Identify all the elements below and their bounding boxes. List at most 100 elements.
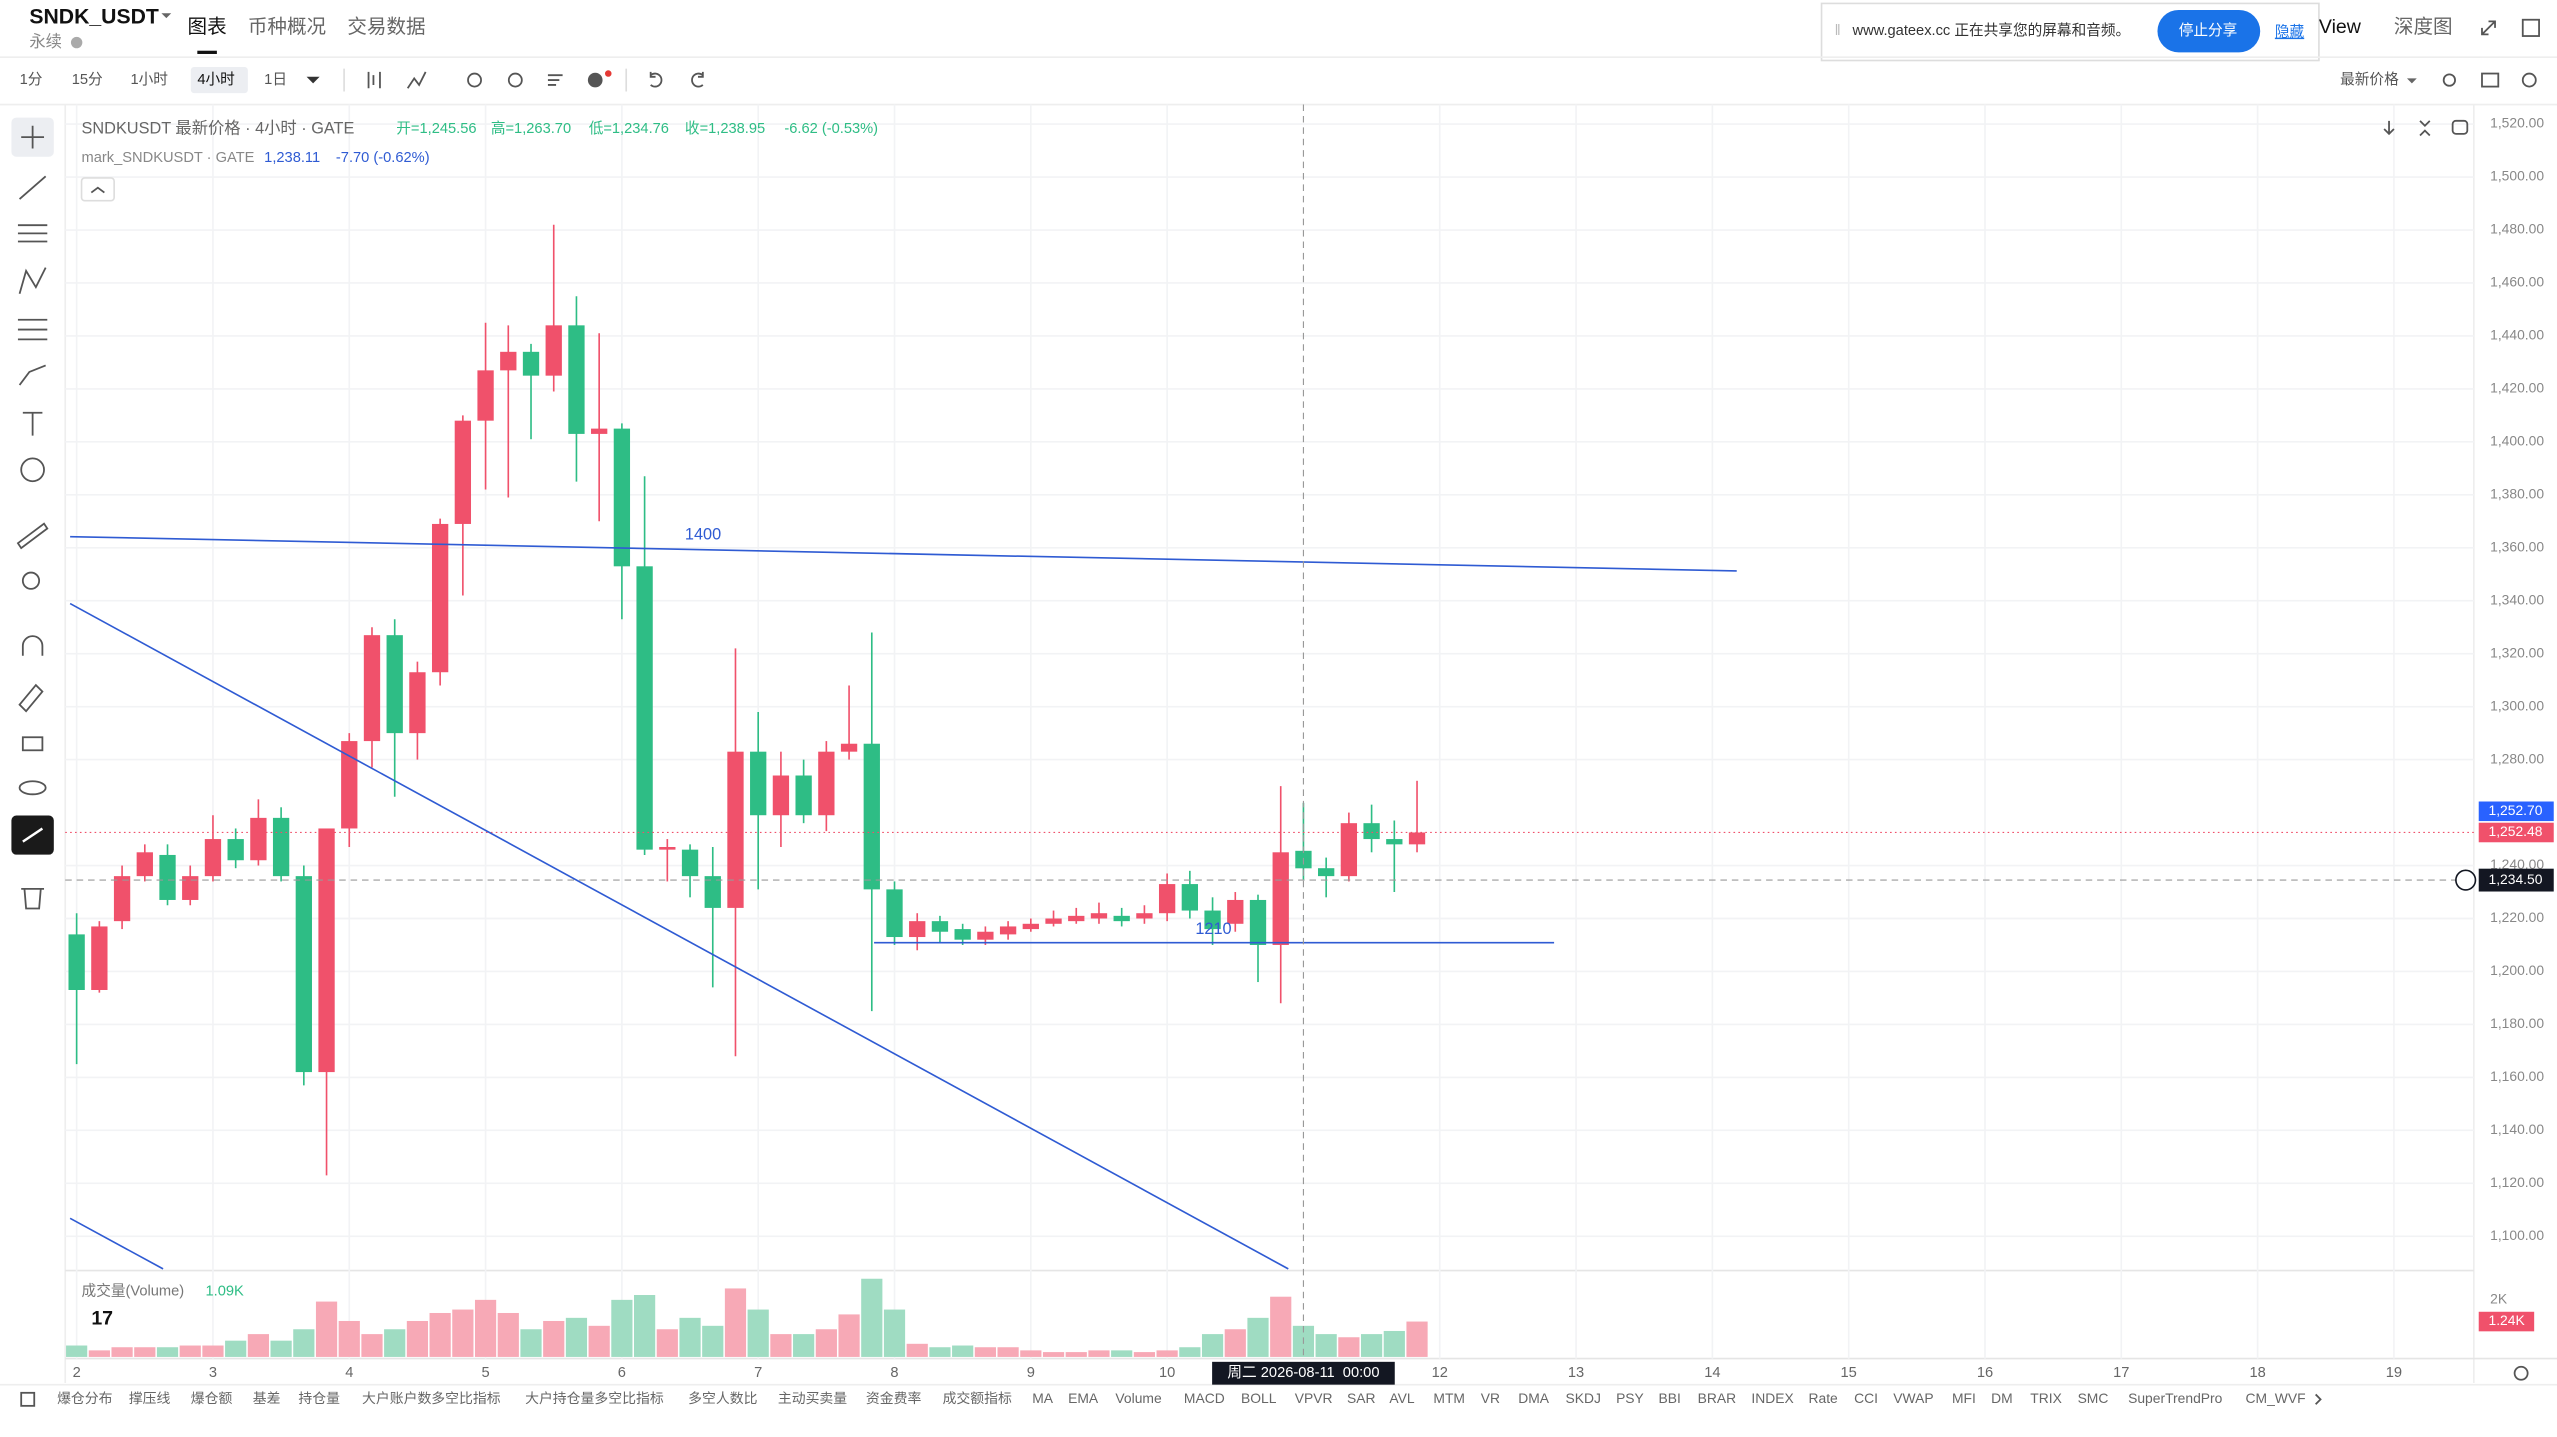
candle-type-icon[interactable] (367, 71, 381, 89)
indicator[interactable]: MFI (1952, 1390, 1976, 1406)
lock-draw-tool[interactable] (18, 683, 44, 713)
x-tick-label: 6 (618, 1365, 626, 1381)
crosshair-tool[interactable] (21, 125, 45, 149)
tab[interactable]: 交易数据 (347, 16, 425, 38)
indicator[interactable]: 爆仓分布 (57, 1390, 113, 1406)
indicator[interactable]: EMA (1068, 1390, 1099, 1406)
indicator[interactable]: MA (1032, 1390, 1054, 1406)
price-type[interactable]: 最新价格 (2340, 71, 2399, 88)
interval[interactable]: 4小时 (197, 71, 235, 88)
expand-icon[interactable] (2481, 20, 2496, 36)
indicator[interactable]: SAR (1347, 1390, 1376, 1406)
interval[interactable]: 1分 (20, 71, 43, 88)
interval[interactable]: 1小时 (130, 71, 168, 88)
indicator[interactable]: TRIX (2030, 1390, 2062, 1406)
template-icon[interactable] (547, 74, 563, 86)
collapse-button[interactable] (80, 177, 115, 202)
fit-icon[interactable] (2419, 120, 2431, 137)
symbol-caret[interactable] (161, 13, 172, 19)
ruler-tool[interactable] (16, 522, 49, 550)
text-tool[interactable] (22, 411, 43, 436)
indicator[interactable]: 主动买卖量 (778, 1390, 847, 1406)
indicator[interactable]: DMA (1518, 1390, 1550, 1406)
indicator[interactable]: 大户持仓量多空比指标 (525, 1390, 664, 1406)
indicator[interactable]: 撑压线 (129, 1390, 171, 1406)
volume-value: 1.09K (205, 1284, 244, 1300)
settings-icon[interactable] (2521, 72, 2537, 88)
volume-bar (1201, 1334, 1224, 1357)
indicator[interactable]: BRAR (1698, 1390, 1737, 1406)
emoji-tool[interactable] (20, 457, 45, 483)
indicator[interactable]: SuperTrendPro (2128, 1390, 2223, 1406)
indicator[interactable]: 基差 (253, 1390, 281, 1406)
stop-share-label[interactable]: 停止分享 (2179, 22, 2238, 39)
axis-settings[interactable] (2513, 1365, 2529, 1381)
trendline-tool[interactable] (18, 175, 47, 200)
lock-tool[interactable] (21, 736, 44, 752)
zoom-tool[interactable] (21, 571, 41, 590)
drawn-line[interactable] (69, 602, 1289, 1270)
depth-tab[interactable]: 深度图 (2394, 16, 2453, 38)
indicator[interactable]: BOLL (1241, 1390, 1277, 1406)
view-tab[interactable]: View (2319, 16, 2362, 38)
search-icon[interactable] (2442, 73, 2456, 87)
stop-share-button[interactable] (2157, 9, 2261, 53)
indicator-menu[interactable] (20, 1391, 36, 1407)
indicator[interactable]: VR (1481, 1390, 1500, 1406)
indicator[interactable]: MACD (1184, 1390, 1225, 1406)
indicator[interactable]: 资金费率 (866, 1390, 922, 1406)
indicator[interactable]: 持仓量 (298, 1390, 340, 1406)
indicator[interactable]: VWAP (1893, 1390, 1933, 1406)
indicator[interactable]: PSY (1616, 1390, 1644, 1406)
symbol[interactable]: SNDK_USDT (29, 6, 159, 29)
fib-tool[interactable] (17, 224, 48, 243)
indicator[interactable]: VPVR (1295, 1390, 1333, 1406)
indicator-icon[interactable] (406, 71, 427, 89)
info-icon[interactable] (70, 36, 83, 49)
drawn-line[interactable] (70, 535, 1737, 572)
indicator-more[interactable] (2315, 1393, 2322, 1405)
indicator[interactable]: INDEX (1751, 1390, 1793, 1406)
indicator[interactable]: Rate (1808, 1390, 1838, 1406)
indicator[interactable]: 大户账户数多空比指标 (362, 1390, 501, 1406)
camera-icon[interactable] (2481, 72, 2500, 88)
tab-underline (197, 50, 217, 54)
alert-icon[interactable] (467, 72, 482, 88)
interval-caret[interactable] (306, 76, 320, 84)
replay-icon[interactable] (507, 72, 523, 88)
indicator[interactable]: MTM (1433, 1390, 1465, 1406)
interval[interactable]: 15分 (72, 71, 103, 88)
interval[interactable]: 1日 (264, 72, 287, 88)
add-icon[interactable] (587, 72, 603, 88)
delete-tool[interactable] (21, 888, 45, 910)
indicator[interactable]: SKDJ (1566, 1390, 1601, 1406)
window-icon[interactable] (2521, 18, 2540, 37)
candle-body (1386, 839, 1403, 845)
indicator[interactable]: SMC (2078, 1390, 2109, 1406)
redo-icon[interactable] (691, 71, 704, 88)
indicator[interactable]: 成交额指标 (943, 1390, 1012, 1406)
drawn-line[interactable] (69, 1217, 164, 1270)
projection-tool[interactable] (17, 318, 48, 341)
pattern-tool[interactable] (18, 267, 47, 294)
visibility-tool[interactable] (18, 780, 47, 796)
brush-tool[interactable] (18, 364, 46, 386)
indicator[interactable]: DM (1991, 1390, 2013, 1406)
magnet-tool[interactable] (21, 635, 44, 656)
scroll-icon[interactable] (2383, 120, 2395, 136)
indicator[interactable]: CCI (1854, 1390, 1878, 1406)
tab[interactable]: 币种概况 (248, 16, 326, 38)
indicator[interactable]: Volume (1115, 1390, 1162, 1406)
undo-icon[interactable] (649, 71, 663, 88)
reset-icon[interactable] (2451, 119, 2469, 135)
price-tag (2478, 822, 2554, 843)
indicator[interactable]: AVL (1389, 1390, 1414, 1406)
indicator[interactable]: CM_WVF (2246, 1390, 2306, 1406)
crosshair-add[interactable] (2455, 869, 2477, 891)
hide-link[interactable]: 隐藏 (2275, 24, 2305, 41)
indicator[interactable]: BBI (1658, 1390, 1680, 1406)
indicator[interactable]: 爆仓额 (191, 1390, 233, 1406)
tab[interactable]: 图表 (188, 16, 227, 38)
indicator[interactable]: 多空人数比 (688, 1390, 757, 1406)
price-type-caret[interactable] (2406, 78, 2417, 84)
